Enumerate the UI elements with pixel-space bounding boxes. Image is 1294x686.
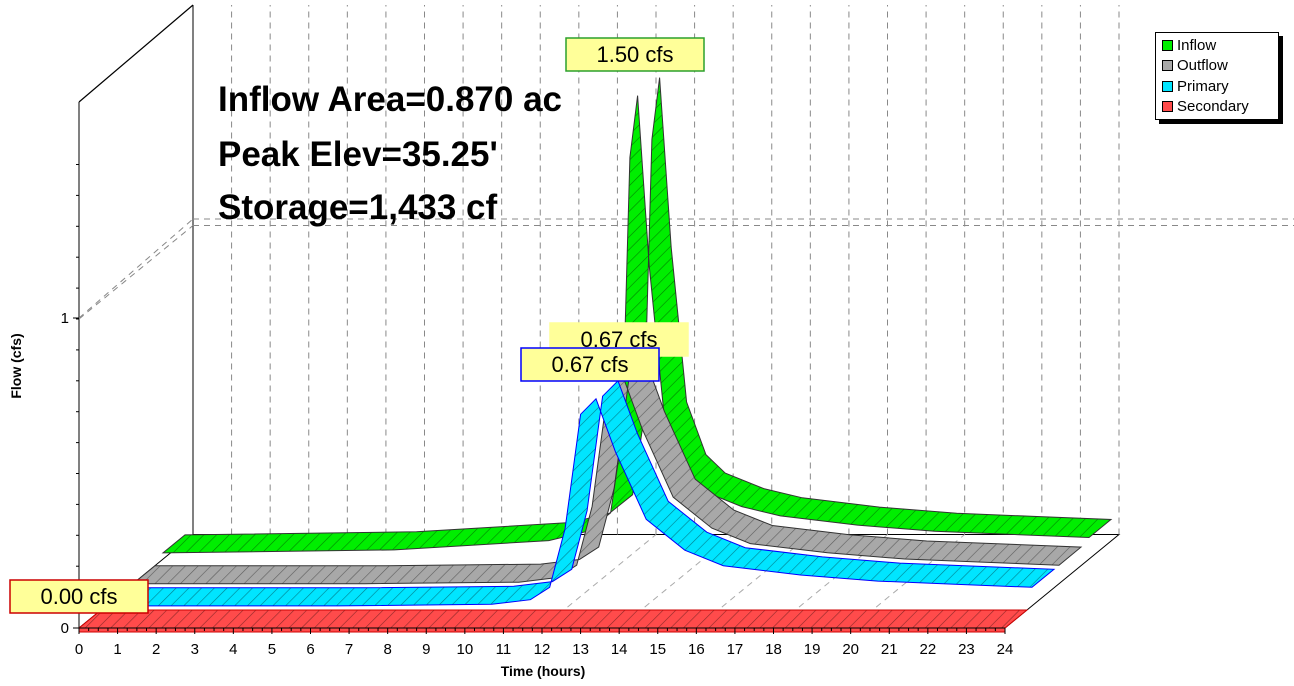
x-tick-label: 17 <box>727 641 744 658</box>
x-tick-label: 0 <box>75 641 83 658</box>
x-tick-label: 22 <box>919 641 936 658</box>
x-tick-label: 7 <box>345 641 353 658</box>
primary-swatch-icon <box>1162 80 1173 92</box>
x-tick-label: 14 <box>611 641 628 658</box>
callout-primary-peak: 0.67 cfs <box>520 347 660 382</box>
x-axis-title: Time (hours) <box>501 663 586 679</box>
outflow-swatch-icon <box>1162 60 1173 72</box>
legend-label-secondary: Secondary <box>1177 98 1249 116</box>
info-line-elev: Peak Elev=35.25' <box>218 135 498 174</box>
legend-item-outflow: Outflow <box>1162 56 1278 77</box>
callout-inflow-peak: 1.50 cfs <box>565 37 705 72</box>
x-tick-label: 10 <box>456 641 473 658</box>
series-ribbons <box>77 77 1113 633</box>
svg-text:0.67 cfs: 0.67 cfs <box>551 352 628 377</box>
x-tick-label: 12 <box>534 641 551 658</box>
x-tick-label: 23 <box>958 641 975 658</box>
legend-item-primary: Primary <box>1162 76 1278 97</box>
x-tick-label: 9 <box>422 641 430 658</box>
secondary-swatch-icon <box>1162 101 1173 113</box>
svg-text:0.00 cfs: 0.00 cfs <box>40 584 117 609</box>
top-left-edge <box>78 4 194 103</box>
info-box: Inflow Area=0.870 ac Peak Elev=35.25' St… <box>218 80 562 227</box>
ribbon-primary <box>104 379 1056 607</box>
x-tick-label: 15 <box>649 641 666 658</box>
axes: 0 1 2 3 4 5 6 7 8 9 10 11 12 13 14 15 16 17 18 19 20 21 22 23 24… <box>61 164 1014 658</box>
y-axis-title: Flow (cfs) <box>8 333 24 398</box>
legend-item-secondary: Secondary <box>1162 97 1278 118</box>
x-tick-label: 18 <box>765 641 782 658</box>
grid-diag <box>78 225 194 320</box>
x-tick-label: 21 <box>881 641 898 658</box>
legend-item-inflow: Inflow <box>1162 35 1278 56</box>
x-tick-label: 1 <box>113 641 121 658</box>
y-tick-label: 0 <box>61 620 69 637</box>
x-tick-label: 11 <box>496 641 512 658</box>
x-tick-label: 13 <box>572 641 589 658</box>
y-tick-label: 1 <box>61 310 69 327</box>
info-line-area: Inflow Area=0.870 ac <box>218 80 562 119</box>
x-tick-label: 4 <box>229 641 237 658</box>
x-tick-label: 16 <box>688 641 705 658</box>
x-tick-label: 24 <box>997 641 1014 658</box>
callout-secondary-peak: 0.00 cfs <box>9 579 149 614</box>
x-tick-label: 5 <box>268 641 276 658</box>
info-line-storage: Storage=1,433 cf <box>218 188 498 227</box>
legend: Inflow Outflow Primary Secondary <box>1155 32 1279 120</box>
inflow-swatch-icon <box>1162 39 1173 51</box>
x-tick-label: 6 <box>306 641 314 658</box>
legend-label-inflow: Inflow <box>1177 36 1217 54</box>
grid-diag <box>78 218 194 319</box>
legend-label-outflow: Outflow <box>1177 57 1228 75</box>
x-tick-label: 8 <box>383 641 391 658</box>
svg-text:1.50 cfs: 1.50 cfs <box>596 42 673 67</box>
ribbon-outflow <box>131 357 1083 585</box>
x-tick-label: 19 <box>804 641 821 658</box>
legend-label-primary: Primary <box>1177 77 1229 95</box>
x-tick-label: 2 <box>152 641 160 658</box>
ribbon-secondary <box>77 609 1029 629</box>
x-tick-label: 3 <box>191 641 199 658</box>
x-tick-label: 20 <box>842 641 859 658</box>
